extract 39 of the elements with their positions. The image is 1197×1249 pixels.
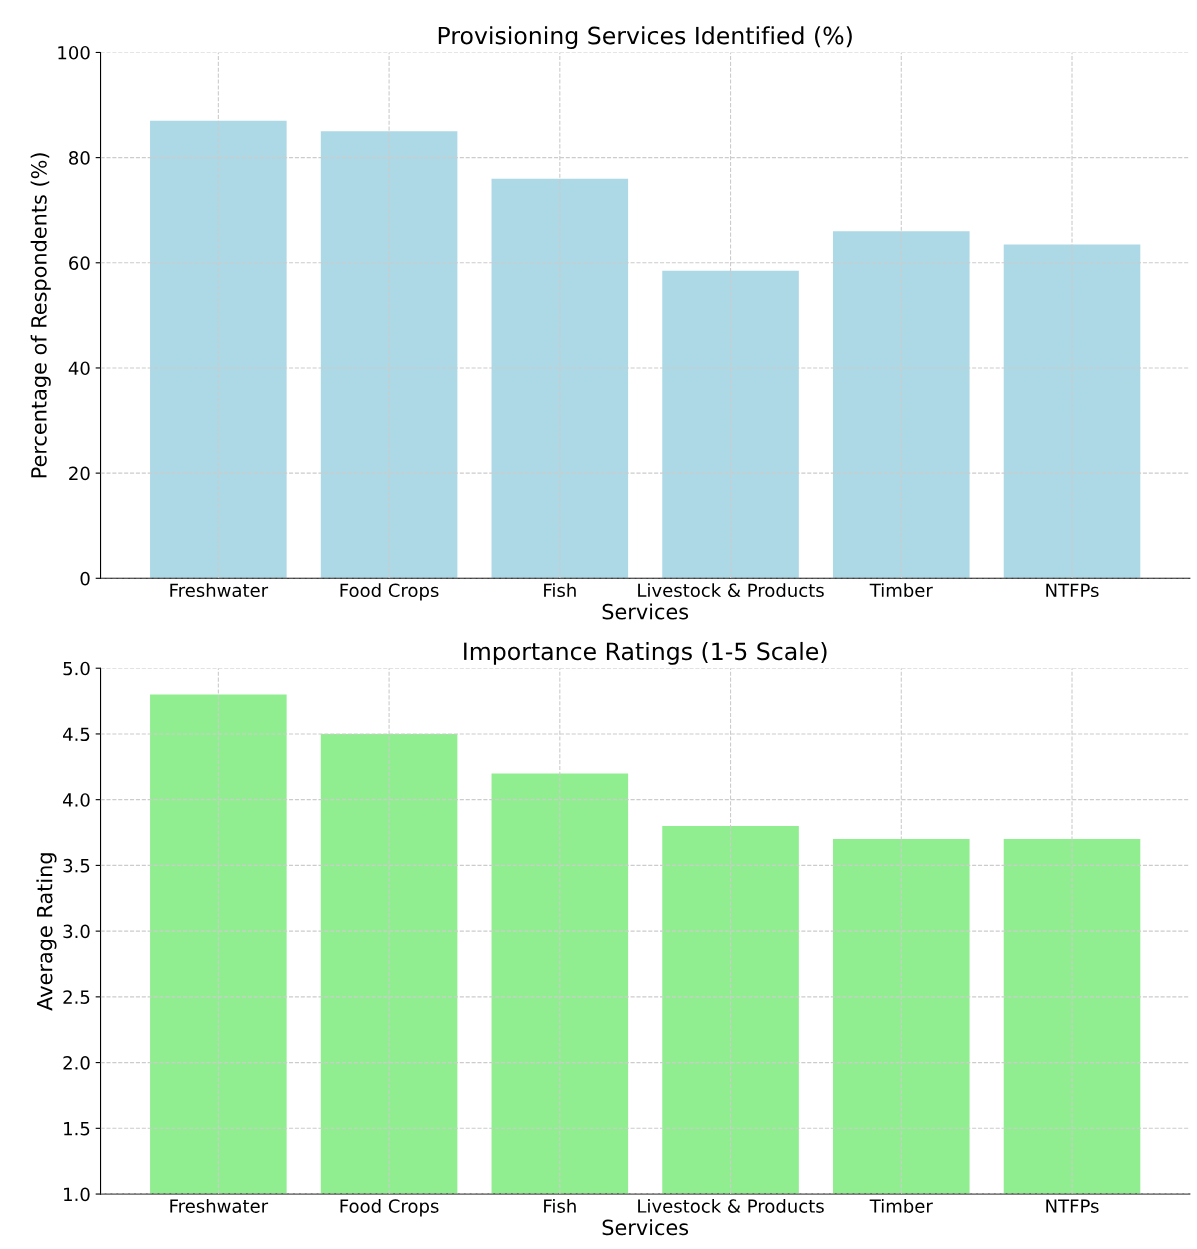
y-tick-label: 4.5 <box>62 727 90 742</box>
chart-title: Provisioning Services Identified (%) <box>438 26 852 50</box>
x-tick-label: Timber <box>869 1198 933 1213</box>
y-tick-label: 1.0 <box>64 1187 90 1202</box>
y-tick-label: 0 <box>80 571 90 586</box>
y-tick-label: 80 <box>69 151 90 165</box>
y-tick-label: 3.0 <box>63 924 90 939</box>
bar <box>491 178 629 579</box>
y-tick-label: 5.0 <box>63 661 90 676</box>
bar <box>150 120 287 579</box>
y-tick-label: 2.5 <box>63 990 90 1004</box>
y-tick-label: 4.0 <box>62 793 90 807</box>
x-tick-label: Freshwater <box>170 583 269 598</box>
y-tick-label: 100 <box>58 45 90 60</box>
chart-title: Importance Ratings (1-5 Scale) <box>464 641 827 665</box>
x-tick-label: NTFPs <box>1046 583 1099 598</box>
x-axis-title: Services <box>602 1219 689 1236</box>
y-axis-title: Percentage of Respondents (%) <box>30 153 51 478</box>
x-tick-label: Food Crops <box>340 583 439 601</box>
bar <box>662 270 799 579</box>
y-tick-label: 60 <box>69 256 90 270</box>
x-tick-label: Freshwater <box>170 1198 269 1213</box>
y-tick-label: 3.5 <box>63 858 90 873</box>
y-tick-label: 20 <box>69 466 90 481</box>
x-tick-label: Timber <box>869 583 933 598</box>
bar <box>832 231 970 579</box>
y-tick-label: 2.0 <box>63 1056 90 1070</box>
bar <box>320 131 458 579</box>
x-tick-label: NTFPs <box>1046 1199 1099 1213</box>
x-tick-label: Fish <box>544 1198 576 1213</box>
x-tick-label: Livestock & Products <box>638 1198 824 1213</box>
y-tick-label: 40 <box>68 361 90 376</box>
x-tick-label: Livestock & Products <box>638 583 824 598</box>
bar <box>1003 244 1141 579</box>
y-tick-label: 1.5 <box>64 1122 90 1136</box>
x-tick-label: Fish <box>544 583 576 598</box>
x-axis-title: Services <box>602 603 689 620</box>
x-tick-label: Food Crops <box>340 1198 439 1217</box>
y-axis-title: Average Rating <box>36 853 57 1011</box>
